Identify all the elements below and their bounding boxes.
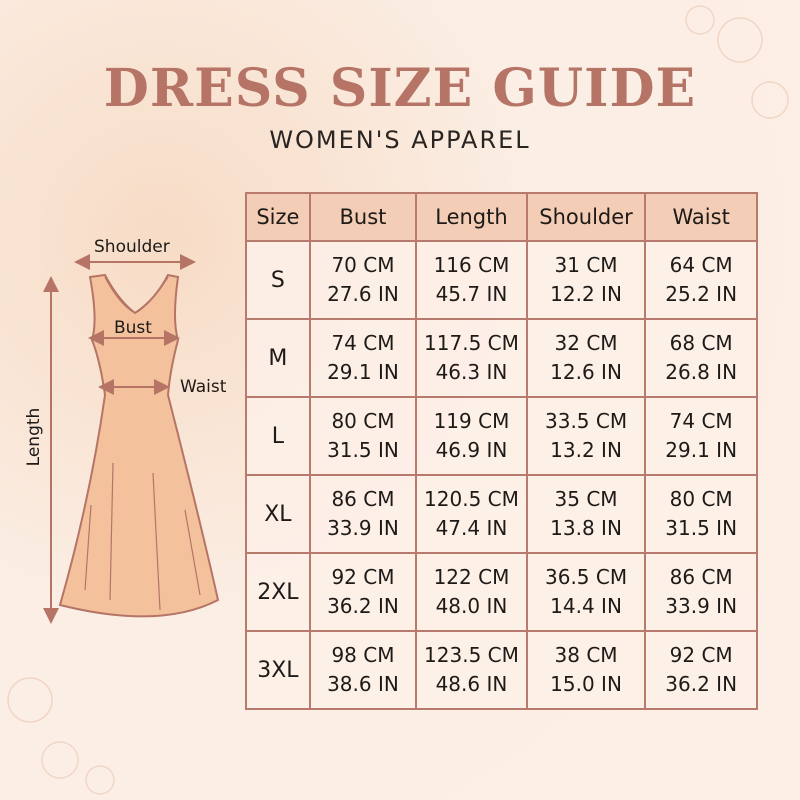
shoulder-cell: 32 CM 12.6 IN [525, 318, 647, 398]
bust-cell: 86 CM 33.9 IN [308, 474, 418, 554]
page-title: DRESS SIZE GUIDE [103, 58, 697, 119]
waist-cell: 64 CM 25.2 IN [644, 240, 758, 320]
cm-value: 80 CM [669, 487, 733, 511]
bust-cell: 74 CM 29.1 IN [308, 318, 418, 398]
inch-value: 33.9 IN [665, 594, 738, 618]
cm-value: 36.5 CM [545, 565, 628, 589]
inch-value: 31.5 IN [327, 438, 399, 462]
waist-cell: 86 CM 33.9 IN [644, 552, 758, 632]
page-subtitle: WOMEN'S APPAREL [269, 126, 531, 154]
size-cell: XL [245, 474, 311, 554]
table-row: M 74 CM 29.1 IN 117.5 CM 46.3 IN 32 CM 12.6 IN… [245, 318, 758, 398]
cm-value: 33.5 CM [545, 409, 628, 433]
cm-value: 86 CM [331, 487, 395, 511]
cm-value: 35 CM [554, 487, 618, 511]
column-header-waist: Waist [644, 192, 758, 242]
length-cell: 123.5 CM 48.6 IN [415, 630, 528, 710]
waist-label: Waist [180, 377, 227, 397]
inch-value: 13.8 IN [550, 516, 622, 540]
inch-value: 14.4 IN [550, 594, 622, 618]
cm-value: 119 CM [433, 409, 510, 433]
size-cell: 2XL [245, 552, 311, 632]
inch-value: 48.0 IN [435, 594, 508, 618]
length-cell: 120.5 CM 47.4 IN [415, 474, 528, 554]
size-cell: M [245, 318, 311, 398]
size-table: Size Bust Length Shoulder Waist S 70 CM 27.6 I… [245, 192, 758, 710]
size-cell: S [245, 240, 311, 320]
inch-value: 12.6 IN [550, 360, 622, 384]
table-row: S 70 CM 27.6 IN 116 CM 45.7 IN 31 CM 12.2 IN 64… [245, 240, 758, 320]
shoulder-cell: 36.5 CM 14.4 IN [525, 552, 647, 632]
waist-cell: 74 CM 29.1 IN [644, 396, 758, 476]
length-cell: 122 CM 48.0 IN [415, 552, 528, 632]
column-header-size: Size [245, 192, 311, 242]
bust-cell: 92 CM 36.2 IN [308, 552, 418, 632]
bust-cell: 98 CM 38.6 IN [308, 630, 418, 710]
cm-value: 98 CM [331, 643, 395, 667]
cm-value: 68 CM [669, 331, 733, 355]
inch-value: 46.9 IN [435, 438, 508, 462]
column-header-length: Length [415, 192, 528, 242]
length-cell: 119 CM 46.9 IN [415, 396, 528, 476]
inch-value: 27.6 IN [327, 282, 399, 306]
inch-value: 45.7 IN [435, 282, 508, 306]
waist-cell: 68 CM 26.8 IN [644, 318, 758, 398]
table-row: L 80 CM 31.5 IN 119 CM 46.9 IN 33.5 CM 13.2 IN… [245, 396, 758, 476]
shoulder-label: Shoulder [94, 237, 170, 257]
cm-value: 92 CM [331, 565, 395, 589]
cm-value: 122 CM [433, 565, 510, 589]
inch-value: 13.2 IN [550, 438, 622, 462]
waist-cell: 92 CM 36.2 IN [644, 630, 758, 710]
cm-value: 32 CM [554, 331, 618, 355]
bust-label: Bust [114, 318, 152, 338]
length-cell: 117.5 CM 46.3 IN [415, 318, 528, 398]
shoulder-cell: 35 CM 13.8 IN [525, 474, 647, 554]
cm-value: 123.5 CM [424, 643, 519, 667]
cm-value: 116 CM [433, 253, 510, 277]
cm-value: 70 CM [331, 253, 395, 277]
inch-value: 15.0 IN [550, 672, 622, 696]
table-row: 3XL 98 CM 38.6 IN 123.5 CM 48.6 IN 38 CM 15.0 … [245, 630, 758, 710]
waist-cell: 80 CM 31.5 IN [644, 474, 758, 554]
cm-value: 38 CM [554, 643, 618, 667]
shoulder-cell: 33.5 CM 13.2 IN [525, 396, 647, 476]
column-header-shoulder: Shoulder [525, 192, 647, 242]
inch-value: 47.4 IN [435, 516, 508, 540]
bust-cell: 80 CM 31.5 IN [308, 396, 418, 476]
inch-value: 29.1 IN [327, 360, 399, 384]
length-label: Length [24, 407, 44, 467]
length-cell: 116 CM 45.7 IN [415, 240, 528, 320]
shoulder-cell: 31 CM 12.2 IN [525, 240, 647, 320]
inch-value: 12.2 IN [550, 282, 622, 306]
inch-value: 33.9 IN [327, 516, 399, 540]
inch-value: 25.2 IN [665, 282, 738, 306]
size-cell: 3XL [245, 630, 311, 710]
inch-value: 36.2 IN [665, 672, 738, 696]
cm-value: 92 CM [669, 643, 733, 667]
table-row: 2XL 92 CM 36.2 IN 122 CM 48.0 IN 36.5 CM 14.4 … [245, 552, 758, 632]
cm-value: 64 CM [669, 253, 733, 277]
cm-value: 74 CM [669, 409, 733, 433]
inch-value: 38.6 IN [327, 672, 399, 696]
cm-value: 86 CM [669, 565, 733, 589]
inch-value: 26.8 IN [665, 360, 738, 384]
size-cell: L [245, 396, 311, 476]
inch-value: 29.1 IN [665, 438, 738, 462]
cm-value: 80 CM [331, 409, 395, 433]
inch-value: 46.3 IN [435, 360, 508, 384]
floral-decoration [7, 5, 789, 795]
table-row: XL 86 CM 33.9 IN 120.5 CM 47.4 IN 35 CM 13.8 I… [245, 474, 758, 554]
cm-value: 74 CM [331, 331, 395, 355]
bust-cell: 70 CM 27.6 IN [308, 240, 418, 320]
inch-value: 31.5 IN [665, 516, 738, 540]
cm-value: 31 CM [554, 253, 618, 277]
inch-value: 48.6 IN [435, 672, 508, 696]
shoulder-cell: 38 CM 15.0 IN [525, 630, 647, 710]
column-header-bust: Bust [308, 192, 418, 242]
cm-value: 117.5 CM [424, 331, 519, 355]
cm-value: 120.5 CM [424, 487, 519, 511]
inch-value: 36.2 IN [327, 594, 399, 618]
